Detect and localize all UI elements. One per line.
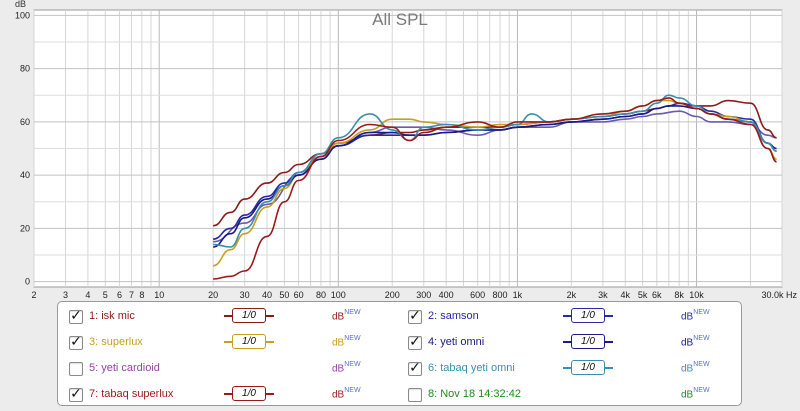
x-tick-label: 4k [621,290,631,300]
legend-row-4: ✓ 7: tabaq superlux 1/0 dBNEW 8: Nov 18 14:3… [58,384,741,410]
db-offset-button-superlux[interactable]: dBNEW [332,335,361,349]
legend-row-1: ✓ 1: isk mic 1/0 dBNEW ✓ 2: samson 1/0 dBNEW [58,306,741,332]
checkbox-samson[interactable]: ✓ [408,308,422,324]
x-tick-label: 8 [139,290,144,300]
x-tick-label: 40 [262,290,272,300]
y-tick-label: 0 [25,277,30,287]
x-tick-label: 5k [638,290,648,300]
db-offset-button-nov-18-14-32-42[interactable]: dBNEW [681,387,710,401]
db-offset-button-tabaq-superlux[interactable]: dBNEW [332,387,361,401]
x-tick-label: 8k [674,290,684,300]
y-tick-label: 80 [20,64,30,74]
axis-ticks: 0 20 40 60 80 100 2 3 4 5 6 7 8 10 20 30 40 50 60 80 100 200 3… [15,10,798,300]
chart-title: All SPL [372,10,428,29]
series-label-samson: 2: samson [428,310,479,322]
x-tick-label: 200 [385,290,400,300]
x-tick-label: 10k [689,290,704,300]
x-tick-label: 600 [470,290,485,300]
series-label-isk-mic: 1: isk mic [89,310,135,322]
x-tick-label: 6k [652,290,662,300]
y-axis-unit: dB [15,0,26,9]
series-line-6 [213,94,777,248]
x-tick-label: 30 [240,290,250,300]
series-label-tabaq-yeti-omni: 6: tabaq yeti omni [428,362,515,374]
db-offset-button-samson[interactable]: dBNEW [681,309,710,323]
x-tick-label: 60 [294,290,304,300]
series-label-yeti-omni: 4: yeti omni [428,336,485,348]
x-tick-label: 3 [63,290,68,300]
y-tick-label: 60 [20,117,30,127]
x-tick-label: 4 [85,290,90,300]
checkbox-tabaq-yeti-omni[interactable]: ✓ [408,360,422,376]
x-tick-label: 7 [129,290,134,300]
series-label-tabaq-superlux: 7: tabaq superlux [89,388,174,400]
checkbox-isk-mic[interactable]: ✓ [69,308,83,324]
x-tick-label: 80 [316,290,326,300]
checkbox-tabaq-superlux[interactable]: ✓ [69,386,83,402]
spl-chart: All SPL dB 0 20 40 60 80 100 2 3 4 5 6 7 8 10 20 30 40 50… [15,0,798,300]
smoothing-control-isk-mic[interactable]: 1/0 [224,308,274,323]
series-line-7 [213,97,777,280]
smoothing-control-superlux[interactable]: 1/0 [224,334,274,349]
x-tick-label: 2 [31,290,36,300]
y-tick-label: 40 [20,170,30,180]
legend-panel: ✓ 1: isk mic 1/0 dBNEW ✓ 2: samson 1/0 dBNEW ✓ 3:… [57,301,742,406]
x-tick-label: 30.0k Hz [761,290,797,300]
checkbox-nov-18-14-32-42[interactable] [408,388,422,402]
db-offset-button-isk-mic[interactable]: dBNEW [332,309,361,323]
x-tick-label: 20 [208,290,218,300]
smoothing-control-yeti-omni[interactable]: 1/0 [563,334,613,349]
x-tick-label: 10 [154,290,164,300]
db-offset-button-yeti-cardioid[interactable]: dBNEW [332,361,361,375]
smoothing-control-samson[interactable]: 1/0 [563,308,613,323]
db-offset-button-tabaq-yeti-omni[interactable]: dBNEW [681,361,710,375]
y-tick-label: 20 [20,223,30,233]
legend-row-3: 5: yeti cardioid dBNEW ✓ 6: tabaq yeti omni… [58,358,741,384]
db-offset-button-yeti-omni[interactable]: dBNEW [681,335,710,349]
series-label-yeti-cardioid: 5: yeti cardioid [89,362,160,374]
x-tick-label: 5 [103,290,108,300]
x-tick-label: 800 [493,290,508,300]
series-lines [212,94,777,280]
series-label-nov-18-14-32-42: 8: Nov 18 14:32:42 [428,388,521,400]
grid [33,10,783,287]
series-label-superlux: 3: superlux [89,336,143,348]
x-tick-label: 100 [331,290,346,300]
x-tick-label: 3k [598,290,608,300]
checkbox-superlux[interactable]: ✓ [69,334,83,350]
legend-row-2: ✓ 3: superlux 1/0 dBNEW ✓ 4: yeti omni 1/0 dBNE… [58,332,741,358]
x-tick-label: 1k [513,290,523,300]
checkbox-yeti-cardioid[interactable] [69,362,83,376]
smoothing-control-tabaq-superlux[interactable]: 1/0 [224,386,274,401]
x-tick-label: 400 [439,290,454,300]
x-tick-label: 50 [279,290,289,300]
y-tick-label: 100 [15,10,30,20]
smoothing-control-tabaq-yeti-omni[interactable]: 1/0 [563,360,613,375]
x-tick-label: 6 [117,290,122,300]
x-tick-label: 2k [567,290,577,300]
checkbox-yeti-omni[interactable]: ✓ [408,334,422,350]
x-tick-label: 300 [416,290,431,300]
